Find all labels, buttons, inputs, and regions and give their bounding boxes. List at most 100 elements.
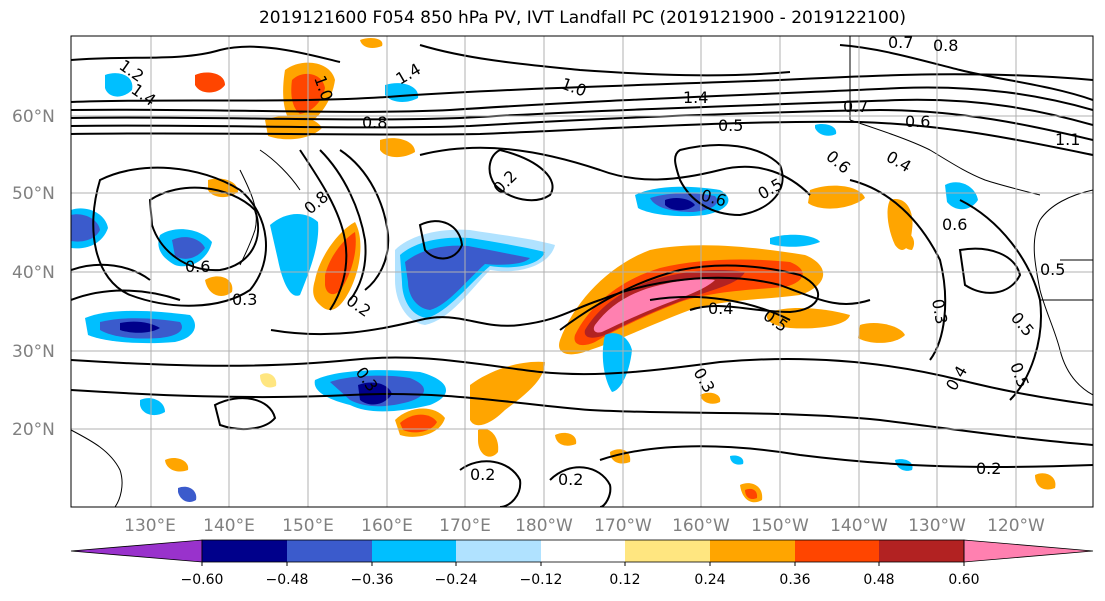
positive-anomaly-feature [574, 259, 803, 346]
longitude-labels: 130°E 140°E 150°E 160°E 170°E 180°W 170°… [124, 516, 1045, 536]
positive-anomaly-feature [700, 392, 721, 404]
negative-anomaly-feature [945, 182, 978, 210]
contour-label: 0.6 [905, 112, 930, 131]
lat-label: 50°N [12, 184, 55, 204]
negative-anomaly-feature [770, 234, 820, 247]
coastline [1033, 189, 1093, 396]
positive-anomaly-feature [593, 279, 715, 333]
lon-label: 150°E [282, 516, 334, 536]
contour-line [459, 460, 522, 507]
contour-line [71, 289, 181, 301]
coastline [849, 119, 1041, 196]
positive-anomaly-feature [165, 458, 189, 472]
negative-anomaly-feature [105, 73, 133, 97]
contour-line [71, 45, 341, 63]
contour-line [839, 44, 1093, 101]
colorbar-tick-label: 0.12 [609, 572, 640, 588]
contour-label: 0.8 [933, 36, 958, 55]
contour-line [71, 263, 151, 281]
colorbar-tick-label: −0.24 [435, 572, 478, 588]
contour-line [148, 186, 260, 272]
colorbar-segment [795, 540, 879, 562]
lon-label: 140°W [830, 516, 888, 536]
contour-line [71, 98, 1093, 126]
contour-line [418, 220, 464, 260]
coastline [71, 429, 123, 507]
contour-line [849, 179, 947, 361]
colorbar-tick-label: −0.48 [266, 572, 309, 588]
map-title: 2019121600 F054 850 hPa PV, IVT Landfall… [258, 8, 906, 28]
colorbar-tick-label: 0.36 [779, 572, 810, 588]
contour-line [559, 264, 820, 331]
negative-anomaly-feature [178, 486, 197, 503]
negative-anomaly-feature [405, 245, 530, 310]
colorbar-segment [372, 540, 456, 562]
colorbar: −0.60 −0.48 −0.36 −0.24 −0.12 0.12 0.24 … [70, 539, 1094, 588]
positive-anomaly-feature [400, 414, 437, 433]
lon-label: 140°E [203, 516, 255, 536]
contour-label: 0.5 [1040, 260, 1065, 279]
contour-label: 0.3 [232, 290, 257, 309]
contour-line [299, 149, 348, 311]
lon-label: 160°E [361, 516, 413, 536]
positive-anomaly-feature [745, 488, 758, 500]
contour-label: 0.6 [185, 257, 210, 276]
lon-label: 150°W [751, 516, 809, 536]
contour-line [213, 397, 277, 431]
colorbar-segment [70, 539, 203, 563]
colorbar-segment [287, 540, 372, 562]
pv-shading [71, 38, 1056, 503]
colorbar-ticks [201, 562, 965, 566]
lon-label: 180°W [515, 516, 573, 536]
contour-line [339, 149, 390, 291]
contour-line [599, 445, 1093, 468]
contour-label: 0.8 [362, 113, 387, 132]
positive-anomaly-feature [325, 232, 356, 295]
contour-line [71, 86, 1093, 113]
colorbar-tick-label: −0.60 [181, 572, 224, 588]
lat-label: 60°N [12, 107, 55, 127]
negative-anomaly-feature [665, 197, 695, 211]
contour-label: 0.2 [558, 470, 583, 489]
lon-label: 130°E [124, 516, 176, 536]
negative-anomaly-feature [140, 398, 165, 416]
positive-anomaly-feature [858, 323, 905, 343]
coastlines [71, 36, 1093, 507]
lat-label: 20°N [12, 420, 55, 440]
gridlines [71, 36, 1093, 507]
contour-label: 1.4 [683, 88, 708, 107]
contour-line [959, 199, 1042, 401]
contour-label: 0.7 [888, 33, 913, 52]
colorbar-segment [202, 540, 287, 562]
colorbar-tick-label: −0.36 [351, 572, 394, 588]
colorbar-tick-label: 0.60 [948, 572, 979, 588]
contour-line [419, 146, 811, 196]
negative-anomaly-feature [730, 455, 744, 465]
contour-label: 0.2 [470, 465, 495, 484]
lon-label: 120°W [987, 516, 1045, 536]
negative-anomaly-feature [270, 214, 319, 296]
lon-label: 130°W [908, 516, 966, 536]
colorbar-segment [710, 540, 795, 562]
positive-anomaly-feature [380, 138, 415, 158]
colorbar-frame [201, 539, 965, 563]
contour-label: 0.6 [942, 215, 967, 234]
negative-anomaly-feature [602, 333, 632, 392]
lon-label: 170°W [594, 516, 652, 536]
colorbar-tick-label: 0.24 [694, 572, 725, 588]
contour-label: 0.5 [718, 116, 743, 135]
contour-line [649, 295, 791, 321]
positive-anomaly-feature [899, 231, 915, 250]
contour-line [71, 356, 1093, 406]
lat-label: 30°N [12, 342, 55, 362]
latitude-labels: 60°N 50°N 40°N 30°N 20°N [12, 107, 55, 440]
lon-label: 160°W [672, 516, 730, 536]
negative-anomaly-feature [815, 124, 837, 136]
lon-label: 170°E [439, 516, 491, 536]
map-border [70, 35, 1094, 508]
colorbar-segment [879, 540, 964, 562]
contour-line [488, 148, 554, 202]
positive-anomaly-feature [360, 38, 383, 48]
contour-line [674, 144, 784, 217]
